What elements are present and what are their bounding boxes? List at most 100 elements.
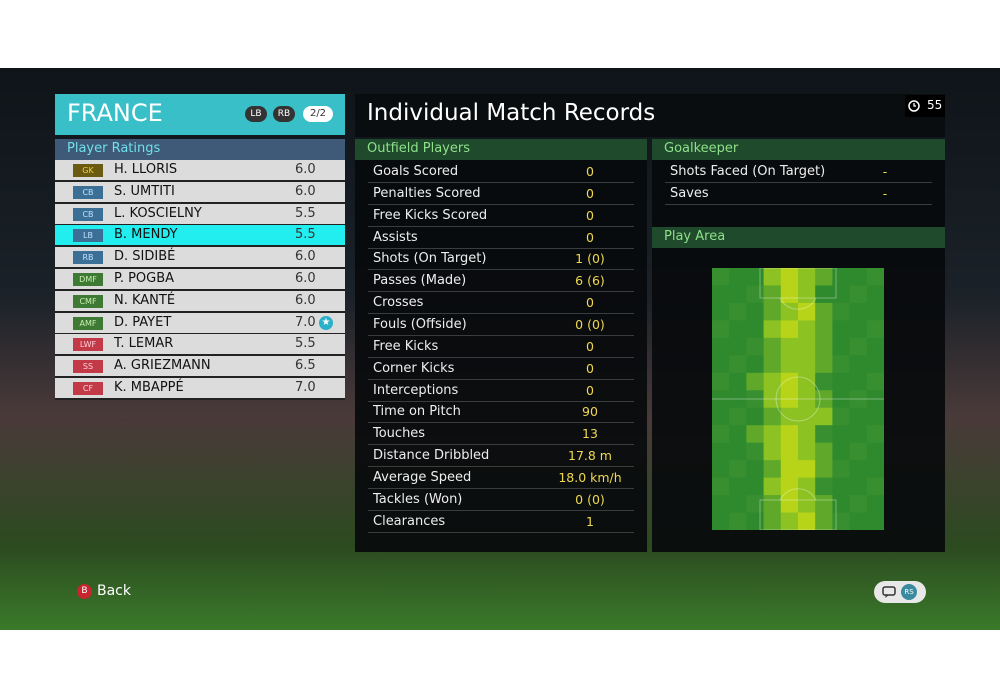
heat-shape — [849, 442, 868, 461]
heat-shape — [780, 512, 799, 530]
player-row[interactable]: CMF N. KANTÉ 6.0 — [55, 290, 345, 311]
heat-shape — [763, 407, 782, 426]
player-row[interactable]: GK H. LLORIS 6.0 — [55, 160, 345, 180]
player-row[interactable]: AMF D. PAYET 7.0 ★ — [55, 312, 345, 333]
heat-shape — [866, 495, 884, 514]
back-button-icon[interactable]: B — [77, 584, 92, 599]
timer: 55 — [905, 95, 945, 117]
stat-value: 0 — [586, 164, 594, 179]
heat-shape — [832, 442, 851, 461]
heat-shape — [712, 495, 730, 514]
heat-shape — [729, 512, 747, 530]
heat-shape — [866, 355, 884, 374]
heat-shape — [780, 320, 799, 339]
rs-button[interactable]: RS — [901, 584, 917, 600]
stat-label: Penalties Scored — [373, 185, 481, 201]
heat-shape — [815, 407, 833, 426]
player-row[interactable]: RB D. SIDIBÉ 6.0 — [55, 247, 345, 268]
stat-row: Interceptions 0 — [368, 380, 634, 402]
heat-shape — [729, 285, 747, 304]
goalkeeper-header: Goalkeeper — [652, 139, 945, 160]
ratings-header: Player Ratings — [55, 139, 345, 160]
heat-shape — [712, 460, 730, 479]
badge[interactable]: RB — [273, 106, 295, 122]
stat-row: Free Kicks Scored 0 — [368, 205, 634, 227]
heat-shape — [849, 512, 868, 530]
records-title: Individual Match Records — [367, 100, 656, 126]
heat-shape — [832, 268, 851, 286]
heat-shape — [763, 285, 782, 304]
heat-shape — [866, 460, 884, 479]
heat-shape — [746, 285, 765, 304]
stat-value: - — [882, 185, 888, 201]
star-icon: ★ — [319, 315, 333, 330]
player-row[interactable]: CB L. KOSCIELNY 5.5 — [55, 203, 345, 224]
heat-shape — [746, 320, 765, 339]
heat-shape — [780, 372, 799, 391]
heat-shape — [815, 337, 833, 356]
stat-value: 0 — [586, 295, 594, 311]
heat-shape — [832, 302, 851, 321]
heat-shape — [712, 355, 730, 374]
position-badge: AMF — [73, 316, 103, 330]
heat-shape — [780, 268, 799, 286]
heat-shape — [763, 495, 782, 514]
heat-shape — [849, 285, 868, 304]
heat-shape — [780, 477, 799, 496]
player-name: H. LLORIS — [114, 162, 178, 177]
stat-value: 13 — [582, 426, 598, 442]
outfield-stats: Goals Scored 0 Penalties Scored 0 Free Kicks… — [355, 161, 647, 551]
heat-shape — [815, 425, 833, 444]
stat-row: Clearances 1 — [368, 511, 634, 533]
heat-shape — [866, 285, 884, 304]
player-name: P. POGBA — [114, 271, 175, 286]
back-label[interactable]: Back — [97, 583, 131, 599]
player-row[interactable]: CF K. MBAPPÉ 7.0 — [55, 378, 345, 398]
heat-shape — [729, 355, 747, 374]
player-row[interactable]: CB S. UMTITI 6.0 — [55, 181, 345, 202]
heat-shape — [780, 285, 799, 304]
heat-shape — [712, 285, 730, 304]
heat-shape — [815, 320, 833, 339]
heat-shape — [712, 442, 730, 461]
goalkeeper-title: Goalkeeper — [664, 141, 739, 156]
heat-shape — [866, 390, 884, 409]
position-badge: DMF — [73, 273, 103, 286]
heat-shape — [815, 442, 833, 461]
heat-shape — [763, 512, 782, 530]
heat-shape — [815, 302, 833, 321]
heat-shape — [798, 442, 816, 461]
stat-label: Fouls (Offside) — [373, 316, 467, 332]
team-name: FRANCE — [67, 99, 163, 127]
heat-shape — [712, 337, 730, 356]
right-buttons[interactable]: RS — [874, 581, 926, 603]
heat-shape — [729, 268, 747, 286]
player-rating: 7.0 — [295, 314, 316, 330]
stat-row: Touches 13 — [368, 423, 634, 446]
heat-shape — [763, 268, 782, 286]
heat-shape — [798, 407, 816, 426]
heat-shape — [775, 376, 821, 422]
heat-shape — [815, 495, 833, 514]
heat-shape — [763, 320, 782, 339]
heat-shape — [729, 337, 747, 356]
badge[interactable]: LB — [245, 106, 267, 122]
heat-shape — [849, 268, 868, 286]
player-row[interactable]: LWF T. LEMAR 5.5 — [55, 334, 345, 355]
heat-shape — [780, 407, 799, 426]
heat-shape — [849, 355, 868, 374]
timer-value: 55 — [927, 98, 943, 112]
heat-shape — [849, 320, 868, 339]
heat-shape — [763, 337, 782, 356]
game-screen: FRANCE LB RB 2/2 Player Ratings GK H. LLO… — [0, 68, 1000, 630]
stat-row: Crosses 0 — [368, 292, 634, 315]
player-row[interactable]: LB B. MENDY 5.5 — [55, 225, 345, 246]
player-row[interactable]: DMF P. POGBA 6.0 — [55, 269, 345, 289]
heat-shape — [712, 320, 730, 339]
heat-shape — [832, 337, 851, 356]
player-name: N. KANTÉ — [114, 292, 176, 308]
player-row[interactable]: SS A. GRIEZMANN 6.5 — [55, 356, 345, 377]
heat-shape — [780, 302, 799, 321]
heat-shape — [798, 268, 816, 286]
stat-value: 0 — [586, 207, 594, 223]
